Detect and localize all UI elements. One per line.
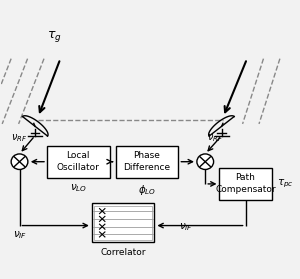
Text: $\nu_{IF}$: $\nu_{IF}$ — [179, 221, 193, 233]
Text: $\tau_g$: $\tau_g$ — [47, 29, 62, 44]
Text: Compensator: Compensator — [215, 185, 276, 194]
Text: $\nu_{LO}$: $\nu_{LO}$ — [70, 182, 87, 194]
Bar — [219, 168, 272, 200]
Text: Path: Path — [236, 173, 256, 182]
Text: $\nu_{RF}$: $\nu_{RF}$ — [11, 132, 27, 144]
Bar — [94, 206, 152, 240]
Text: Phase: Phase — [134, 151, 160, 160]
Text: $\nu_{RF}$: $\nu_{RF}$ — [207, 132, 223, 144]
Bar — [116, 146, 178, 178]
Text: Oscillator: Oscillator — [57, 163, 100, 172]
Bar — [92, 203, 154, 242]
Text: $\nu_{IF}$: $\nu_{IF}$ — [13, 229, 27, 241]
Text: Correlator: Correlator — [100, 248, 146, 257]
Text: Local: Local — [67, 151, 90, 160]
Circle shape — [197, 154, 214, 169]
Text: Difference: Difference — [124, 163, 171, 172]
Circle shape — [11, 154, 28, 169]
Text: $\phi_{LO}$: $\phi_{LO}$ — [138, 182, 156, 196]
Text: $\tau_{pc}$: $\tau_{pc}$ — [277, 178, 294, 190]
Bar — [47, 146, 110, 178]
